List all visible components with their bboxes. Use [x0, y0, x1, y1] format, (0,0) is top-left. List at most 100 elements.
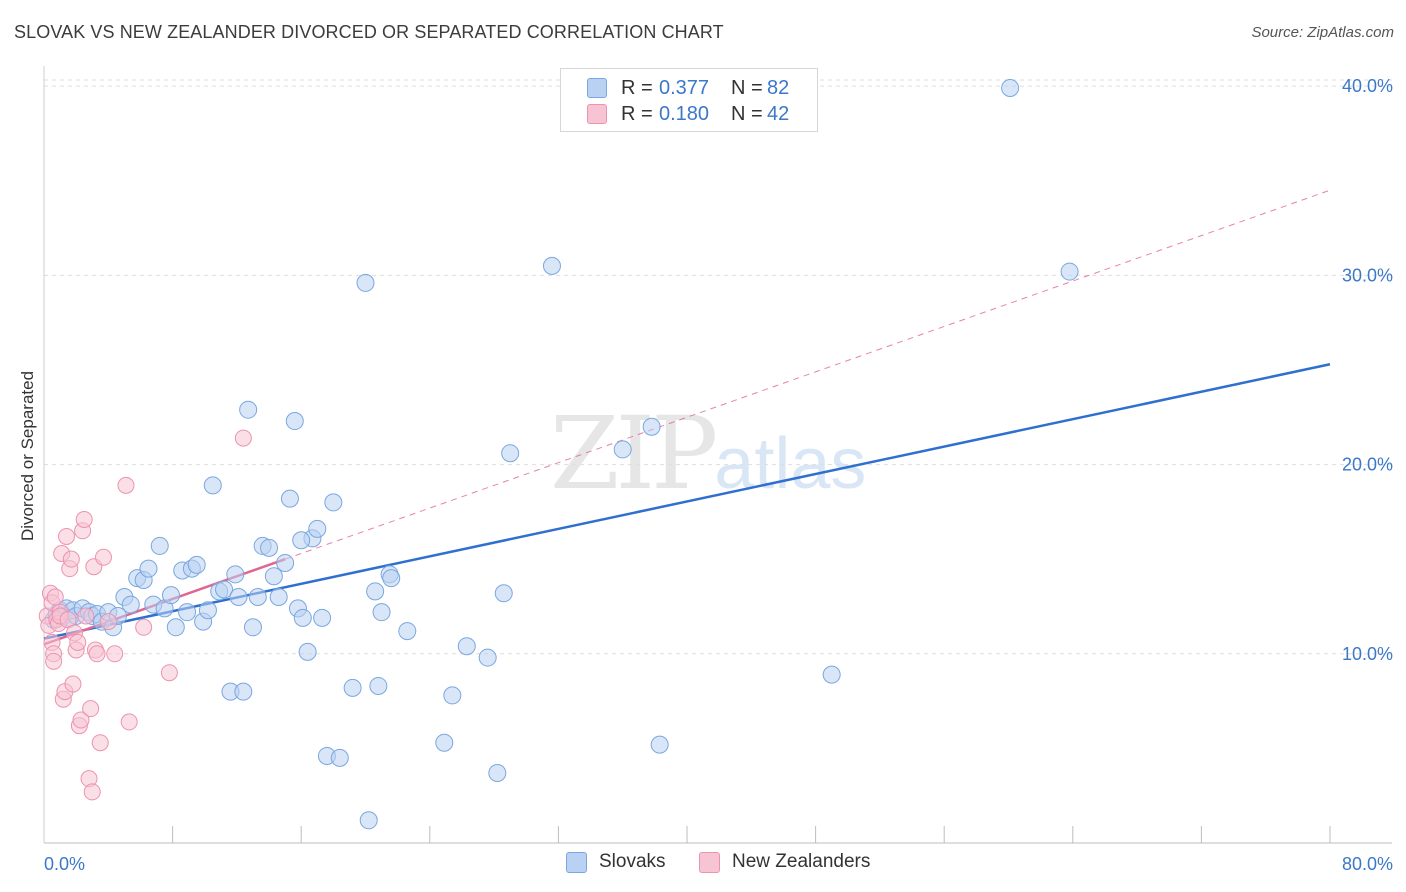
- slovaks-point: [324, 493, 343, 512]
- slovaks-point: [313, 608, 332, 627]
- slovaks-point: [542, 256, 561, 275]
- slovaks-point: [276, 553, 295, 572]
- slovaks-point: [234, 682, 253, 701]
- slovaks-point: [308, 519, 327, 538]
- nz-point: [62, 550, 80, 568]
- slovaks-point: [239, 400, 258, 419]
- slovaks-point: [198, 601, 217, 620]
- stats-legend: R = 0.377 N = 82 R = 0.180 N = 42: [560, 68, 818, 132]
- y-tick-label: 20.0%: [1342, 455, 1393, 475]
- slovaks-point: [178, 603, 197, 622]
- slovaks-point: [243, 618, 262, 637]
- slovaks-swatch: [566, 851, 587, 873]
- slovaks-point: [248, 588, 267, 607]
- slovaks-point: [298, 642, 317, 661]
- slovaks-point: [187, 555, 206, 574]
- slovaks-point: [121, 595, 140, 614]
- r-value: 0.377: [659, 76, 710, 99]
- watermark: ZIPatlas: [550, 395, 866, 512]
- bottom-legend-slovaks: Slovaks: [566, 851, 666, 873]
- slovaks-point: [398, 622, 417, 641]
- slovaks-point: [457, 637, 476, 656]
- slovaks-point: [366, 582, 385, 601]
- tick-labels: 10.0% 20.0% 30.0% 40.0% 0.0% 80.0%: [44, 76, 1393, 874]
- slovaks-point: [372, 603, 391, 622]
- slovaks-point: [494, 584, 513, 603]
- slovaks-point: [215, 580, 234, 599]
- y-tick-label: 10.0%: [1342, 644, 1393, 664]
- slovaks-point: [359, 811, 378, 830]
- axes: [43, 66, 1392, 844]
- nz-point: [88, 645, 106, 663]
- nz-point: [72, 711, 90, 729]
- slovaks-point: [293, 608, 312, 627]
- n-label: N =: [731, 76, 763, 99]
- slovaks-point: [264, 567, 283, 586]
- y-tick-label: 40.0%: [1342, 76, 1393, 96]
- trend-line-nz-dashed: [284, 189, 1331, 560]
- nz-point: [45, 652, 63, 670]
- slovaks-point: [478, 648, 497, 667]
- slovaks-point: [501, 444, 520, 463]
- slovaks-point: [488, 763, 507, 782]
- slovaks-point: [226, 565, 245, 584]
- x-tick-label: 80.0%: [1342, 854, 1393, 874]
- nz-point: [135, 618, 153, 636]
- nz-point: [91, 734, 109, 752]
- r-value: 0.180: [659, 102, 710, 125]
- slovaks-point: [139, 559, 158, 578]
- grid-lines: [44, 79, 1392, 655]
- slovaks-label: Slovaks: [599, 851, 666, 872]
- slovaks-point: [330, 748, 349, 767]
- slovaks-point: [1060, 262, 1079, 281]
- slovaks-point: [435, 733, 454, 752]
- chart-title: SLOVAK VS NEW ZEALANDER DIVORCED OR SEPA…: [14, 22, 724, 42]
- nz-point: [120, 713, 138, 731]
- n-value: 82: [767, 76, 790, 99]
- n-label: N =: [731, 102, 763, 125]
- slovaks-point: [203, 476, 222, 495]
- slovaks-point: [356, 273, 375, 292]
- n-value: 42: [767, 102, 790, 125]
- slovaks-point: [269, 588, 288, 607]
- nz-point: [75, 510, 93, 528]
- slovaks-point: [166, 618, 185, 637]
- slovaks-point: [292, 531, 311, 550]
- nz-point: [99, 613, 117, 631]
- slovaks-point: [822, 665, 841, 684]
- nz-point: [160, 664, 178, 682]
- watermark-zip: ZIP: [550, 395, 718, 512]
- nz-point: [58, 527, 76, 545]
- nz-label: New Zealanders: [732, 851, 871, 872]
- nz-swatch: [699, 851, 720, 873]
- slovaks-point: [613, 440, 632, 459]
- nz-point: [82, 700, 100, 718]
- slovaks-point: [161, 586, 180, 605]
- data-points: [38, 79, 1079, 830]
- slovaks-point: [260, 538, 279, 557]
- source-label: Source: ZipAtlas.com: [1251, 24, 1394, 41]
- slovaks-point: [280, 489, 299, 508]
- slovaks-point: [229, 588, 248, 607]
- nz-point: [117, 476, 135, 494]
- nz-point: [83, 783, 101, 801]
- nz-point: [46, 588, 64, 606]
- r-label: R =: [621, 76, 653, 99]
- legend-row-slovaks: R = 0.377 N = 82: [587, 76, 789, 100]
- nz-point: [106, 645, 124, 663]
- nz-point: [77, 607, 95, 625]
- slovaks-point: [1001, 79, 1020, 98]
- slovaks-point: [343, 678, 362, 697]
- nz-swatch: [587, 104, 607, 124]
- slovaks-point: [650, 735, 669, 754]
- x-tick-label: 0.0%: [44, 854, 85, 874]
- nz-point: [94, 548, 112, 566]
- slovaks-point: [285, 412, 304, 431]
- slovaks-point: [369, 676, 388, 695]
- nz-point: [64, 675, 82, 693]
- nz-point: [234, 429, 252, 447]
- legend-row-nz: R = 0.180 N = 42: [587, 102, 789, 126]
- slovaks-point: [443, 686, 462, 705]
- bottom-legend-nz: New Zealanders: [699, 851, 870, 873]
